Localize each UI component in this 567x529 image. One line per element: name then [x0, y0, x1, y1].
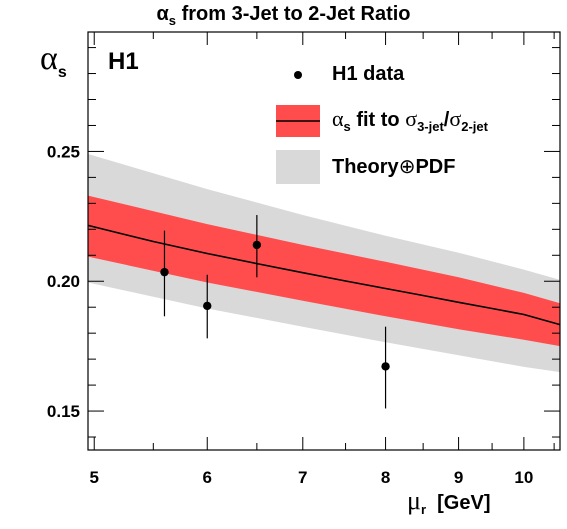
legend-label-data: H1 data — [332, 63, 405, 85]
y-axis-label: αs — [40, 40, 67, 81]
x-tick-label: 6 — [203, 468, 212, 487]
legend-data-marker — [294, 71, 302, 79]
x-ticks-layer: 5 6 7 8 9 10 — [89, 32, 555, 487]
y-tick-label: 0.25 — [47, 142, 80, 161]
chart-title: αs from 3-Jet to 2-Jet Ratio — [156, 3, 411, 28]
data-point — [252, 240, 262, 250]
legend-symbols — [276, 71, 320, 184]
data-point — [381, 362, 390, 371]
x-tick-label: 8 — [381, 468, 390, 487]
x-tick-label: 9 — [454, 468, 463, 487]
legend-theory-swatch — [276, 150, 320, 184]
experiment-label: H1 — [108, 48, 139, 75]
fit-band-layer — [88, 195, 560, 347]
fit-line — [87, 224, 561, 326]
data-point — [160, 267, 169, 277]
legend-label-theory: Theory⊕PDF — [332, 156, 456, 178]
y-tick-label: 0.15 — [47, 402, 80, 421]
data-point — [203, 301, 212, 311]
plot-frame — [87, 31, 561, 451]
y-tick-label: 0.20 — [47, 272, 80, 291]
legend-label-fit: αs fit to σ3-jet/σ2-jet — [332, 106, 488, 134]
x-tick-label: 5 — [89, 468, 98, 487]
fit-line-layer — [87, 224, 561, 326]
data-points-layer — [160, 215, 390, 409]
x-axis-label: μr [GeV] — [407, 486, 491, 517]
x-tick-label: 10 — [514, 468, 533, 487]
fit-uncertainty-band — [88, 195, 560, 347]
y-ticks-layer: 0.15 0.20 0.25 — [47, 47, 560, 438]
x-tick-label: 7 — [298, 468, 307, 487]
